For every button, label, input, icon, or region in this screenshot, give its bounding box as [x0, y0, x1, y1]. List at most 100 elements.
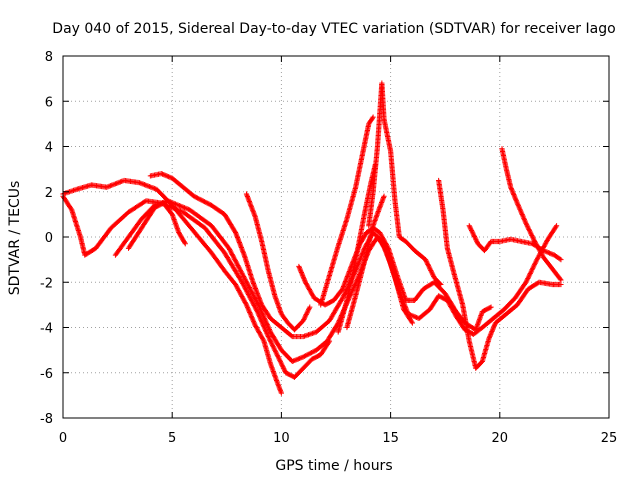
y-tick-label: -6	[40, 367, 53, 382]
data-point	[549, 251, 555, 257]
data-point	[529, 234, 536, 240]
series-7	[296, 225, 494, 333]
data-point	[422, 257, 429, 263]
data-point	[290, 358, 297, 364]
x-axis-ticks: 0 5 10 15 20 25	[59, 56, 617, 446]
data-point	[530, 236, 537, 242]
data-point	[295, 356, 301, 362]
series-14	[499, 146, 564, 283]
data-point	[512, 195, 518, 201]
data-point	[526, 228, 533, 234]
data-point	[426, 264, 432, 270]
data-point	[488, 331, 494, 337]
series-11	[366, 80, 444, 288]
data-point	[468, 226, 474, 232]
data-point	[546, 250, 553, 256]
y-tick-label: 0	[45, 231, 53, 246]
data-point	[369, 115, 375, 121]
data-point	[427, 266, 433, 272]
data-point	[467, 225, 473, 231]
data-point	[409, 319, 415, 325]
y-tick-label: 8	[45, 50, 53, 65]
data-point	[301, 275, 307, 282]
data-point	[428, 267, 434, 274]
data-point	[510, 190, 516, 196]
data-point	[438, 281, 444, 288]
series-2	[60, 193, 333, 380]
data-point	[167, 174, 173, 180]
data-point	[471, 232, 477, 238]
data-point	[509, 188, 515, 194]
data-point	[467, 224, 473, 230]
data-point	[302, 278, 308, 284]
data-point	[191, 193, 197, 199]
data-point	[254, 307, 260, 314]
y-tick-label: -4	[40, 322, 53, 337]
data-point	[297, 267, 303, 273]
data-point	[299, 272, 305, 278]
data-point	[200, 198, 206, 204]
data-point	[543, 248, 549, 255]
data-point	[529, 232, 535, 239]
series-12	[436, 177, 564, 371]
data-point	[524, 223, 530, 229]
data-point	[429, 271, 436, 277]
data-point	[523, 220, 529, 227]
data-point	[292, 357, 298, 364]
data-point	[260, 337, 266, 343]
data-point	[558, 277, 564, 283]
data-point	[298, 269, 304, 276]
data-point	[466, 223, 472, 229]
data-point	[300, 273, 306, 279]
data-point	[470, 231, 476, 237]
data-point	[513, 198, 519, 204]
data-point	[511, 191, 517, 198]
data-point	[490, 326, 496, 332]
data-point	[301, 277, 308, 283]
y-tick-label: -8	[40, 412, 53, 427]
data-point	[411, 313, 417, 320]
y-tick-label: -2	[40, 276, 53, 291]
data-point	[429, 270, 435, 276]
data-point	[486, 336, 492, 342]
data-point	[511, 193, 517, 199]
data-point	[243, 301, 249, 307]
data-point	[409, 320, 416, 326]
data-point	[299, 271, 305, 277]
data-point	[490, 325, 497, 331]
data-point	[489, 328, 495, 335]
data-point	[525, 224, 531, 230]
data-point	[542, 248, 548, 254]
data-point	[164, 173, 170, 179]
x-tick-label: 5	[168, 431, 176, 446]
x-tick-label: 10	[273, 431, 290, 446]
data-point	[182, 241, 188, 247]
data-point	[523, 222, 530, 228]
y-axis-label: SDTVAR / TECUs	[7, 181, 23, 296]
data-point	[513, 196, 519, 203]
data-point	[297, 355, 303, 362]
data-point	[491, 322, 498, 329]
data-point	[558, 257, 564, 263]
y-tick-label: 6	[45, 95, 53, 110]
data-marks	[60, 80, 564, 396]
series-6	[243, 191, 313, 333]
data-point	[199, 197, 205, 204]
data-point	[410, 313, 416, 319]
data-point	[193, 194, 199, 201]
data-point	[293, 357, 299, 363]
data-point	[469, 229, 475, 235]
data-point	[197, 196, 203, 202]
data-point	[472, 235, 478, 241]
x-tick-label: 15	[382, 431, 399, 446]
data-point	[159, 171, 166, 177]
data-point	[512, 194, 518, 200]
data-point	[289, 358, 295, 365]
data-point	[409, 312, 415, 319]
x-tick-label: 0	[59, 431, 67, 446]
data-point	[299, 354, 305, 361]
data-point	[298, 355, 304, 361]
data-point	[405, 311, 411, 317]
data-point	[307, 304, 313, 310]
